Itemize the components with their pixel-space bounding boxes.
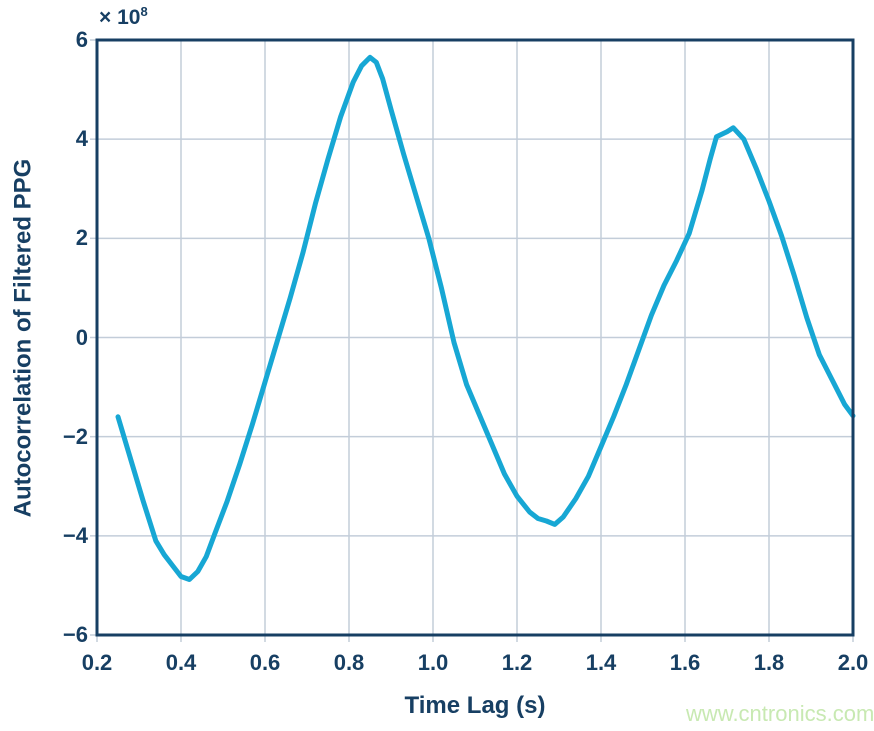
y-scale-base: × 10: [99, 6, 141, 29]
y-tick-label: −6: [62, 622, 88, 647]
watermark: www.cntronics.com: [686, 701, 874, 726]
y-axis-scale-label: × 108: [99, 4, 148, 30]
y-tick-label: 6: [75, 27, 88, 52]
x-tick-label: 1.4: [585, 650, 617, 675]
x-axis-title: Time Lag (s): [404, 692, 546, 719]
x-tick-label: 0.6: [249, 650, 281, 675]
x-tick-label: 0.8: [333, 650, 365, 675]
y-tick-label: −4: [62, 522, 88, 548]
y-tick-label: 0: [75, 324, 88, 350]
y-tick-label: 2: [75, 225, 88, 251]
plot-frame: [95, 38, 855, 637]
x-tick-label: 1.0: [417, 650, 449, 675]
autocorrelation-curve: [115, 54, 856, 582]
x-tick-label: 1.6: [669, 650, 701, 675]
x-tick-label: 1.2: [501, 650, 533, 675]
x-tick-label: 1.8: [753, 650, 785, 675]
x-tick-label: 2.0: [837, 650, 869, 675]
y-tick-label: 4: [75, 126, 88, 152]
x-tick-label: 0.2: [81, 650, 113, 675]
y-tick-label: −2: [62, 423, 88, 449]
y-scale-exponent: 8: [140, 4, 148, 19]
x-tick-label: 0.4: [165, 650, 197, 675]
